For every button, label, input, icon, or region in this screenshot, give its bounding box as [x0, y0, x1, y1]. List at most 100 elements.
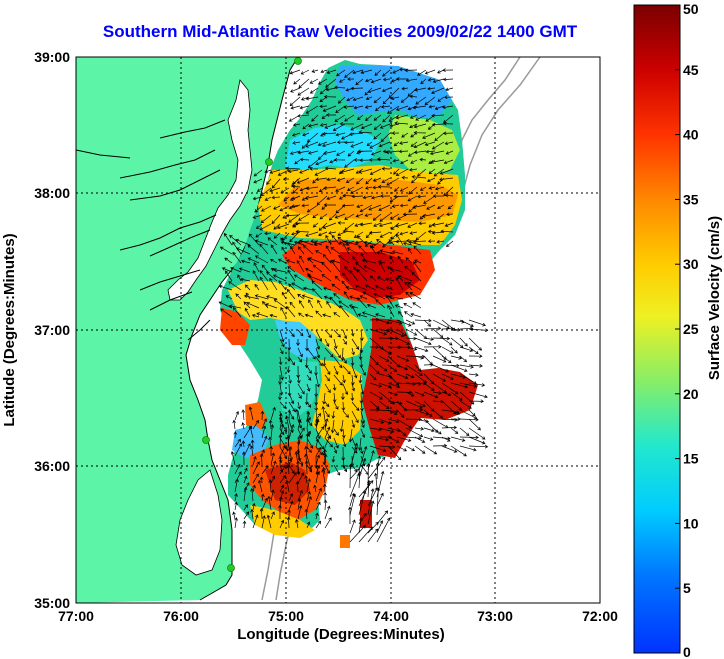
velocity-arrow: [333, 401, 339, 410]
velocity-arrow: [444, 222, 454, 227]
velocity-arrow: [431, 87, 445, 94]
velocity-arrow: [358, 445, 368, 471]
velocity-arrow: [396, 445, 408, 452]
velocity-arrow: [365, 114, 373, 121]
velocity-arrow: [246, 301, 260, 309]
velocity-arrow: [403, 303, 413, 309]
colorbar-tick-label: 40: [683, 127, 699, 143]
velocity-arrow: [314, 168, 328, 176]
velocity-arrow: [254, 255, 269, 264]
velocity-arrow: [342, 383, 349, 396]
velocity-arrow: [278, 433, 283, 448]
velocity-arrow: [369, 391, 383, 400]
velocity-arrow: [328, 231, 337, 235]
velocity-arrow: [304, 460, 309, 475]
velocity-arrow: [297, 489, 303, 502]
velocity-arrow: [434, 186, 445, 191]
velocity-arrow: [387, 382, 401, 389]
velocity-arrow: [396, 418, 413, 429]
velocity-arrow: [371, 195, 382, 200]
velocity-arrow: [404, 311, 413, 318]
velocity-arrow: [373, 132, 382, 140]
velocity-arrow: [411, 271, 422, 282]
velocity-arrow: [252, 214, 263, 219]
velocity-arrow: [387, 418, 400, 424]
velocity-arrow: [268, 419, 273, 430]
velocity-arrow: [270, 244, 278, 255]
velocity-arrow: [287, 169, 299, 174]
velocity-arrow: [388, 239, 395, 246]
y-tick-label: 39:00: [34, 49, 70, 65]
velocity-arrow: [301, 141, 310, 149]
velocity-arrow: [287, 409, 292, 421]
velocity-arrow: [297, 87, 310, 96]
velocity-arrow: [261, 515, 266, 529]
velocity-arrow: [360, 365, 366, 376]
velocity-arrow: [444, 141, 454, 146]
velocity-arrow: [380, 194, 391, 198]
velocity-arrow: [297, 435, 302, 448]
velocity-arrow: [334, 114, 346, 122]
velocity-arrow: [441, 445, 458, 453]
velocity-arrow: [417, 194, 427, 199]
velocity-arrow: [315, 177, 328, 182]
velocity-arrow: [450, 346, 458, 354]
colorbar-tick-label: 20: [683, 386, 699, 402]
velocity-arrow: [369, 445, 387, 453]
velocity-arrow: [324, 437, 333, 448]
velocity-arrow: [459, 355, 468, 363]
velocity-arrow: [450, 355, 463, 360]
velocity-arrow: [405, 346, 418, 351]
velocity-arrow: [432, 319, 450, 329]
velocity-arrow: [387, 445, 402, 461]
velocity-arrow: [316, 195, 328, 206]
velocity-arrow: [323, 499, 328, 511]
velocity-arrow: [405, 382, 422, 386]
velocity-arrow: [381, 87, 391, 93]
velocity-arrow: [450, 400, 462, 411]
velocity-arrow: [360, 123, 373, 130]
velocity-arrow: [400, 159, 409, 165]
velocity-arrow: [373, 96, 382, 104]
velocity-arrow: [431, 141, 445, 150]
velocity-arrow: [447, 204, 454, 210]
velocity-arrow: [297, 356, 303, 363]
velocity-arrow: [360, 252, 368, 264]
velocity-arrow: [318, 222, 328, 231]
velocity-arrow: [409, 94, 418, 99]
velocity-arrow: [450, 427, 459, 434]
velocity-arrow: [298, 78, 310, 89]
velocity-arrow: [305, 433, 310, 448]
velocity-arrow: [414, 318, 432, 323]
velocity-arrow: [255, 223, 263, 230]
velocity-arrow: [405, 373, 415, 379]
velocity-arrow: [414, 445, 426, 454]
velocity-arrow: [369, 244, 377, 255]
velocity-arrow: [278, 280, 287, 291]
velocity-arrow: [443, 77, 454, 82]
velocity-arrow: [288, 329, 295, 338]
velocity-arrow: [350, 356, 355, 367]
velocity-arrow: [271, 178, 281, 189]
velocity-arrow: [423, 436, 434, 441]
velocity-arrow: [361, 258, 377, 264]
velocity-arrow: [423, 391, 439, 399]
velocity-arrow: [351, 305, 359, 318]
velocity-arrow: [391, 131, 400, 136]
velocity-arrow: [264, 231, 272, 236]
velocity-arrow: [434, 132, 445, 142]
velocity-arrow: [252, 196, 263, 201]
velocity-arrow: [315, 159, 328, 166]
velocity-arrow: [289, 150, 301, 155]
velocity-arrow: [389, 267, 404, 273]
chesapeake-bay: [167, 79, 253, 301]
velocity-arrow: [281, 291, 287, 300]
velocity-arrow: [297, 498, 302, 511]
velocity-arrow: [350, 141, 364, 148]
velocity-arrow: [259, 276, 269, 291]
velocity-arrow: [315, 454, 321, 466]
velocity-arrow: [294, 221, 310, 226]
velocity-arrow: [414, 364, 422, 372]
velocity-arrow: [375, 299, 386, 309]
velocity-arrow: [336, 140, 346, 145]
